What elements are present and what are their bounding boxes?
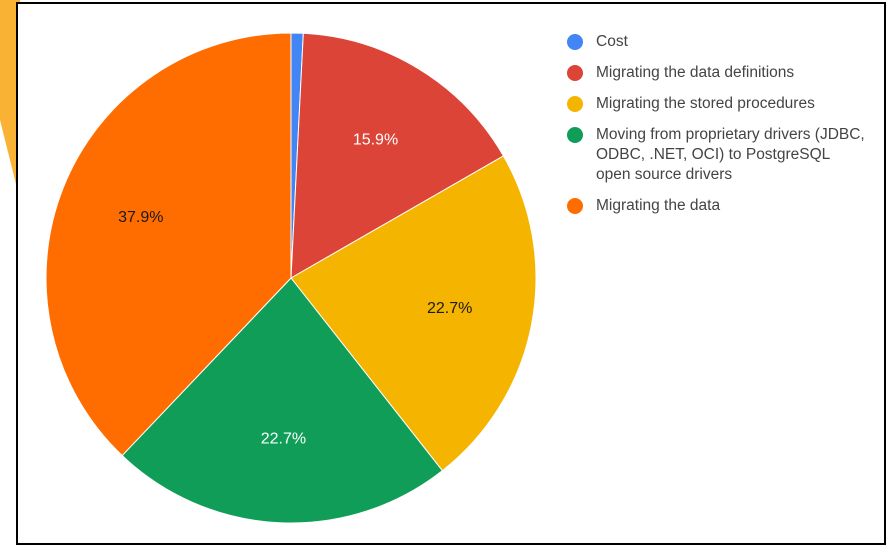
pie-slice-data-definitions <box>290 32 505 279</box>
legend-entry-migrating-data: Migrating the data <box>567 196 887 216</box>
pie-slice-stored-procedures <box>290 155 537 472</box>
legend-label-data-definitions: Migrating the data definitions <box>596 64 795 81</box>
legend-swatch-cost <box>567 34 583 50</box>
pie-slice-migrating-data <box>45 32 292 457</box>
data-label-stored-procedures: 22.7% <box>427 300 472 317</box>
data-label-drivers: 22.7% <box>261 431 306 448</box>
pie-chart: 15.9% 22.7% 22.7% 37.9% <box>45 32 537 524</box>
legend-entry-drivers: Moving from proprietary drivers (JDBC, O… <box>567 125 887 185</box>
legend-swatch-data-definitions <box>567 65 583 81</box>
accent-wedge-decoration <box>0 0 20 200</box>
legend-entry-cost: Cost <box>567 32 887 52</box>
legend-label-cost: Cost <box>596 33 628 50</box>
chart-legend: Cost Migrating the data definitions Migr… <box>567 32 887 227</box>
pie-slice-drivers <box>121 277 444 524</box>
pie-chart-frame: 15.9% 22.7% 22.7% 37.9% Cost Migrating the … <box>16 2 886 545</box>
legend-swatch-migrating-data <box>567 198 583 214</box>
legend-label-stored-procedures: Migrating the stored procedures <box>596 95 815 112</box>
data-label-data-definitions: 15.9% <box>353 131 398 148</box>
data-label-migrating-data: 37.9% <box>118 209 163 226</box>
legend-label-drivers: Moving from proprietary drivers (JDBC, O… <box>596 126 865 183</box>
legend-swatch-stored-procedures <box>567 96 583 112</box>
legend-swatch-drivers <box>567 127 583 143</box>
legend-label-migrating-data: Migrating the data <box>596 197 721 214</box>
legend-entry-stored-procedures: Migrating the stored procedures <box>567 94 887 114</box>
legend-entry-data-definitions: Migrating the data definitions <box>567 63 887 83</box>
